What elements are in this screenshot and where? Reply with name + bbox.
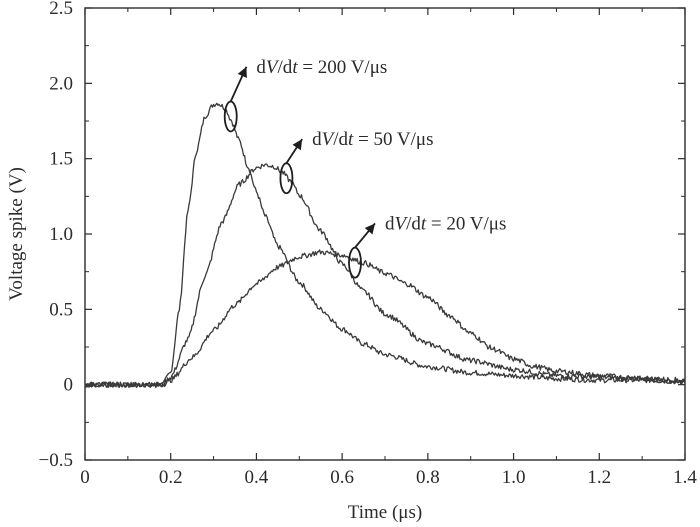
annotation-label-part: d (312, 129, 322, 150)
y-axis-label: Voltage spike (V) (6, 167, 27, 301)
x-tick-label: 0 (80, 467, 90, 488)
annotation-ellipse (348, 246, 362, 279)
annotation-label-2: dV/dt = 50 V/μs (312, 129, 433, 150)
axis-ticks (84, 7, 686, 461)
annotation-arrowhead (237, 66, 247, 78)
annotation-arrowhead (364, 223, 375, 235)
y-tick-label: 2.5 (49, 0, 73, 19)
annotation-label-part: t (421, 213, 427, 234)
annotation-label-part: = 200 V/μs (298, 57, 388, 78)
annotation-ellipse (223, 100, 238, 133)
annotation-ellipse (279, 162, 294, 195)
annotation-label-part: t (292, 57, 298, 78)
annotation-label-part: /d (278, 57, 293, 78)
y-tick-label: 1.0 (49, 224, 73, 245)
y-tick-label: 0.5 (49, 299, 73, 320)
x-tick-label: 0.6 (330, 467, 354, 488)
y-tick-label: 1.5 (49, 149, 73, 170)
annotation-arrowhead (292, 139, 303, 151)
annotation-label-part: t (348, 129, 354, 150)
series-line-1 (84, 102, 686, 388)
y-tick-label: 2.0 (49, 73, 73, 94)
annotation-label-part: d (256, 57, 266, 78)
annotation-label-part: V (395, 213, 409, 234)
annotation-label-part: /d (333, 129, 348, 150)
x-tick-label: 0.2 (159, 467, 183, 488)
y-tick-label: 0 (64, 375, 74, 396)
x-tick-label: 1.4 (673, 467, 697, 488)
x-tick-labels: 0 0.2 0.4 0.6 0.8 1.0 1.2 1.4 (80, 467, 697, 488)
series-line-3 (84, 249, 686, 388)
x-axis-label: Time (μs) (348, 502, 422, 523)
x-tick-label: 0.4 (245, 467, 269, 488)
y-tick-label: −0.5 (39, 450, 73, 471)
x-tick-label: 1.0 (502, 467, 526, 488)
annotation-label-part: V (322, 129, 336, 150)
annotation-label-part: = 20 V/μs (426, 213, 506, 234)
annotation-label-1: dV/dt = 200 V/μs (256, 57, 387, 78)
x-tick-label: 0.8 (416, 467, 440, 488)
annotation-label-part: /d (406, 213, 421, 234)
annotation-label-part: d (385, 213, 395, 234)
x-tick-label: 1.2 (587, 467, 611, 488)
annotation-label-3: dV/dt = 20 V/μs (385, 213, 506, 234)
annotation-label-part: V (266, 57, 280, 78)
annotation-label-part: = 50 V/μs (353, 129, 433, 150)
y-tick-labels: −0.5 0 0.5 1.0 1.5 2.0 2.5 (39, 0, 73, 471)
series-group (84, 102, 686, 388)
